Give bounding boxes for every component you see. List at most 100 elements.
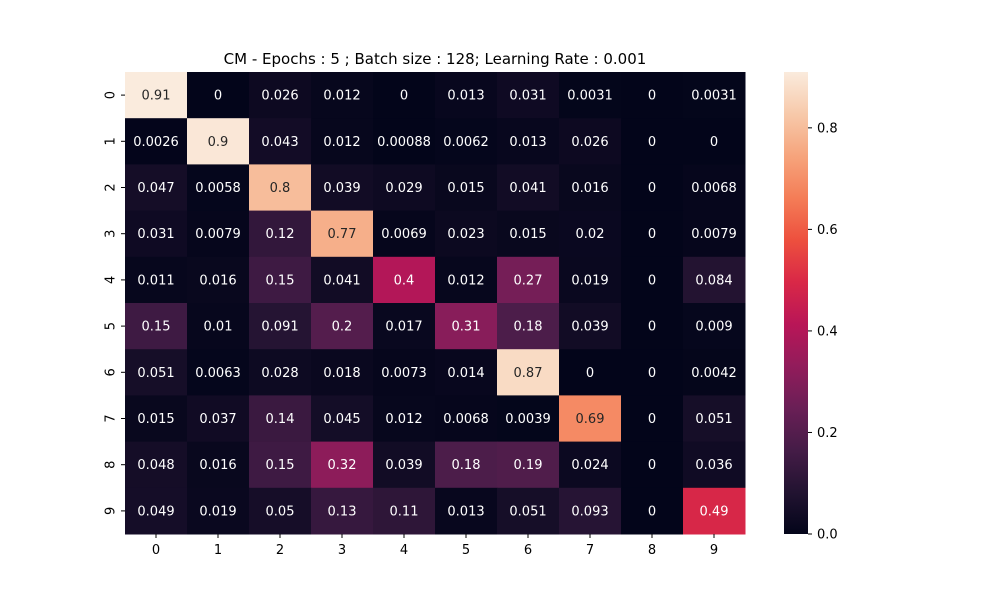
- heatmap-cell: [373, 487, 436, 535]
- heatmap-cell: [683, 256, 746, 304]
- cell-value-label: 0.012: [385, 412, 422, 427]
- cell-value-label: 0.013: [447, 89, 484, 104]
- cell-value-label: 0: [648, 504, 656, 519]
- heatmap-cell: [373, 395, 436, 443]
- cell-value-label: 0.8: [270, 181, 291, 196]
- chart-title: CM - Epochs : 5 ; Batch size : 128; Lear…: [224, 50, 647, 68]
- heatmap-cell: [435, 349, 498, 396]
- cell-value-label: 0.0063: [195, 366, 241, 381]
- y-tick-label: 1: [104, 137, 119, 145]
- heatmap-cell: [187, 441, 250, 489]
- heatmap-cell: [435, 441, 498, 489]
- heatmap-cell: [559, 441, 622, 489]
- x-tick-label: 4: [400, 543, 408, 558]
- heatmap-cell: [497, 118, 560, 165]
- cell-value-label: 0.028: [261, 366, 298, 381]
- cell-value-label: 0: [648, 181, 656, 196]
- heatmap-cell: [187, 72, 250, 119]
- cell-value-label: 0.029: [385, 181, 422, 196]
- cell-value-label: 0.012: [323, 135, 360, 150]
- cell-value-label: 0.024: [571, 458, 608, 473]
- cell-value-label: 0.039: [323, 181, 360, 196]
- cell-value-label: 0.12: [266, 227, 295, 242]
- cell-value-label: 0: [648, 320, 656, 335]
- cell-value-label: 0.0073: [381, 366, 427, 381]
- cell-value-label: 0.023: [447, 227, 484, 242]
- heatmap-cell: [559, 164, 622, 212]
- heatmap-cell: [497, 303, 560, 350]
- cell-value-label: 0.0031: [691, 89, 737, 104]
- y-tick-label: 8: [104, 461, 119, 469]
- colorbar: 0.0 0.2 0.4 0.6 0.8: [784, 72, 838, 543]
- cell-value-label: 0: [648, 458, 656, 473]
- cell-value-label: 0.00088: [377, 135, 431, 150]
- cell-value-label: 0.037: [199, 412, 236, 427]
- heatmap-cell: [187, 395, 250, 443]
- heatmap-cell: [249, 72, 312, 119]
- heatmap-cell: [621, 487, 684, 535]
- y-tick-label: 7: [104, 414, 119, 422]
- x-axis: 0 1 2 3 4 5 6 7 8 9: [152, 534, 718, 558]
- heatmap-cell: [125, 164, 188, 212]
- cell-value-label: 0.049: [137, 504, 174, 519]
- cell-value-label: 0.013: [509, 135, 546, 150]
- heatmap-cell: [125, 349, 188, 396]
- heatmap-cell: [249, 256, 312, 304]
- cell-value-label: 0.77: [328, 227, 357, 242]
- cell-value-label: 0.048: [137, 458, 174, 473]
- cell-value-label: 0.0068: [691, 181, 737, 196]
- colorbar-tick-label: 0.8: [817, 121, 838, 136]
- cell-value-label: 0.0062: [443, 135, 489, 150]
- cell-value-label: 0.091: [261, 320, 298, 335]
- heatmap-cell: [559, 349, 622, 396]
- cell-value-label: 0.69: [576, 412, 605, 427]
- cell-value-label: 0.15: [266, 273, 295, 288]
- cell-value-label: 0.0079: [195, 227, 241, 242]
- heatmap-cell: [125, 441, 188, 489]
- cell-value-label: 0.18: [514, 320, 543, 335]
- heatmap-cell: [249, 441, 312, 489]
- cell-value-label: 0.015: [447, 181, 484, 196]
- x-tick-label: 7: [586, 543, 594, 558]
- cell-value-label: 0.9: [208, 135, 229, 150]
- colorbar-tick-label: 0.6: [817, 223, 838, 238]
- heatmap-cell: [311, 210, 374, 258]
- cell-value-label: 0: [648, 273, 656, 288]
- heatmap-cell: [683, 395, 746, 443]
- cell-value-label: 0.018: [323, 366, 360, 381]
- heatmap-cell: [311, 349, 374, 396]
- cell-value-label: 0.11: [390, 504, 419, 519]
- heatmap-cell: [435, 72, 498, 119]
- x-tick-label: 2: [276, 543, 284, 558]
- heatmap-cell: [435, 210, 498, 258]
- heatmap-cell: [311, 441, 374, 489]
- heatmap-cell: [249, 118, 312, 165]
- cell-value-label: 0.0069: [381, 227, 427, 242]
- heatmap-cell: [373, 349, 436, 396]
- heatmap-cell: [311, 256, 374, 304]
- cell-value-label: 0.015: [509, 227, 546, 242]
- heatmap-cell: [373, 210, 436, 258]
- cell-value-label: 0.15: [266, 458, 295, 473]
- cell-value-label: 0.012: [323, 89, 360, 104]
- cell-value-label: 0: [648, 135, 656, 150]
- heatmap-cell: [621, 303, 684, 350]
- cell-value-label: 0: [710, 135, 718, 150]
- cell-value-label: 0.051: [509, 504, 546, 519]
- heatmap-cell: [683, 487, 746, 535]
- heatmap-cell: [311, 303, 374, 350]
- cell-value-label: 0.009: [695, 320, 732, 335]
- heatmap-cell: [125, 303, 188, 350]
- heatmap-cell: [559, 303, 622, 350]
- cell-value-label: 0.14: [266, 412, 295, 427]
- cell-value-label: 0.012: [447, 273, 484, 288]
- heatmap-cell: [125, 210, 188, 258]
- heatmap-cell: [311, 487, 374, 535]
- cell-value-label: 0.91: [142, 89, 171, 104]
- heatmap-cell: [621, 256, 684, 304]
- heatmap-cell: [373, 303, 436, 350]
- colorbar-tick-label: 0.2: [817, 426, 838, 441]
- cell-value-label: 0.019: [199, 504, 236, 519]
- heatmap-cell: [373, 72, 436, 119]
- cell-value-label: 0.15: [142, 320, 171, 335]
